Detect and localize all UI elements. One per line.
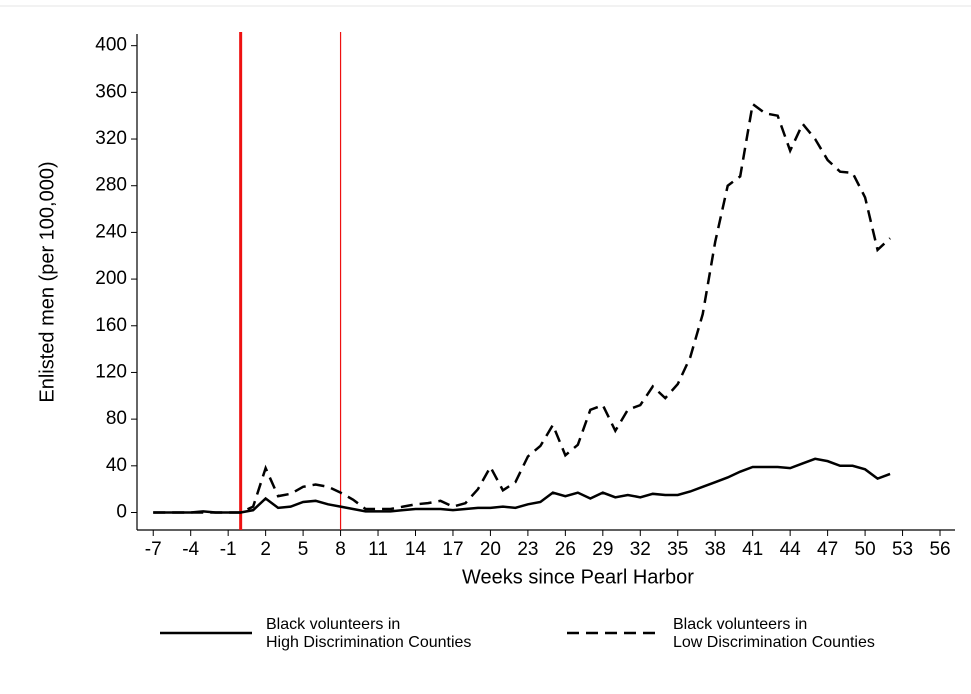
series-line xyxy=(153,101,891,514)
x-tick-label: 8 xyxy=(335,539,346,560)
y-tick-label: 80 xyxy=(106,408,127,429)
y-tick-label: 160 xyxy=(95,315,127,336)
y-tick-label: 40 xyxy=(106,455,127,476)
x-tick-label: 17 xyxy=(442,539,463,560)
y-tick-label: 200 xyxy=(95,268,127,289)
series-line xyxy=(153,457,891,514)
legend-label: Black volunteers in High Discrimination … xyxy=(266,616,472,651)
x-tick-label: 20 xyxy=(480,539,501,560)
y-tick-label: 120 xyxy=(95,361,127,382)
x-tick-label: 14 xyxy=(405,539,427,560)
y-tick-label: 400 xyxy=(95,35,127,56)
y-tick-label: 280 xyxy=(95,175,127,196)
y-tick-label: 360 xyxy=(95,81,127,102)
x-tick-label: 38 xyxy=(705,539,726,560)
x-tick-label: 11 xyxy=(368,539,388,560)
x-tick-label: 26 xyxy=(555,539,576,560)
y-tick-label: 320 xyxy=(95,128,127,149)
x-tick-label: 23 xyxy=(517,539,538,560)
legend-label: Black volunteers in Low Discrimination C… xyxy=(673,616,875,651)
x-tick-label: -4 xyxy=(182,539,199,560)
x-tick-label: 35 xyxy=(667,539,688,560)
x-tick-label: 29 xyxy=(592,539,613,560)
x-tick-label: 50 xyxy=(855,539,876,560)
x-tick-label: 2 xyxy=(260,539,271,560)
x-tick-label: 44 xyxy=(780,539,802,560)
y-axis-label: Enlisted men (per 100,000) xyxy=(36,161,58,402)
x-tick-label: 5 xyxy=(298,539,309,560)
x-tick-label: 53 xyxy=(892,539,913,560)
x-tick-label: 47 xyxy=(817,539,838,560)
x-tick-label: 32 xyxy=(630,539,651,560)
x-axis-label: Weeks since Pearl Harbor xyxy=(462,566,694,588)
x-tick-label: 41 xyxy=(742,539,763,560)
x-tick-label: -1 xyxy=(220,539,237,560)
x-tick-label: -7 xyxy=(145,539,162,560)
x-tick-label: 56 xyxy=(929,539,950,560)
y-tick-label: 0 xyxy=(116,502,127,523)
y-tick-label: 240 xyxy=(95,221,127,242)
